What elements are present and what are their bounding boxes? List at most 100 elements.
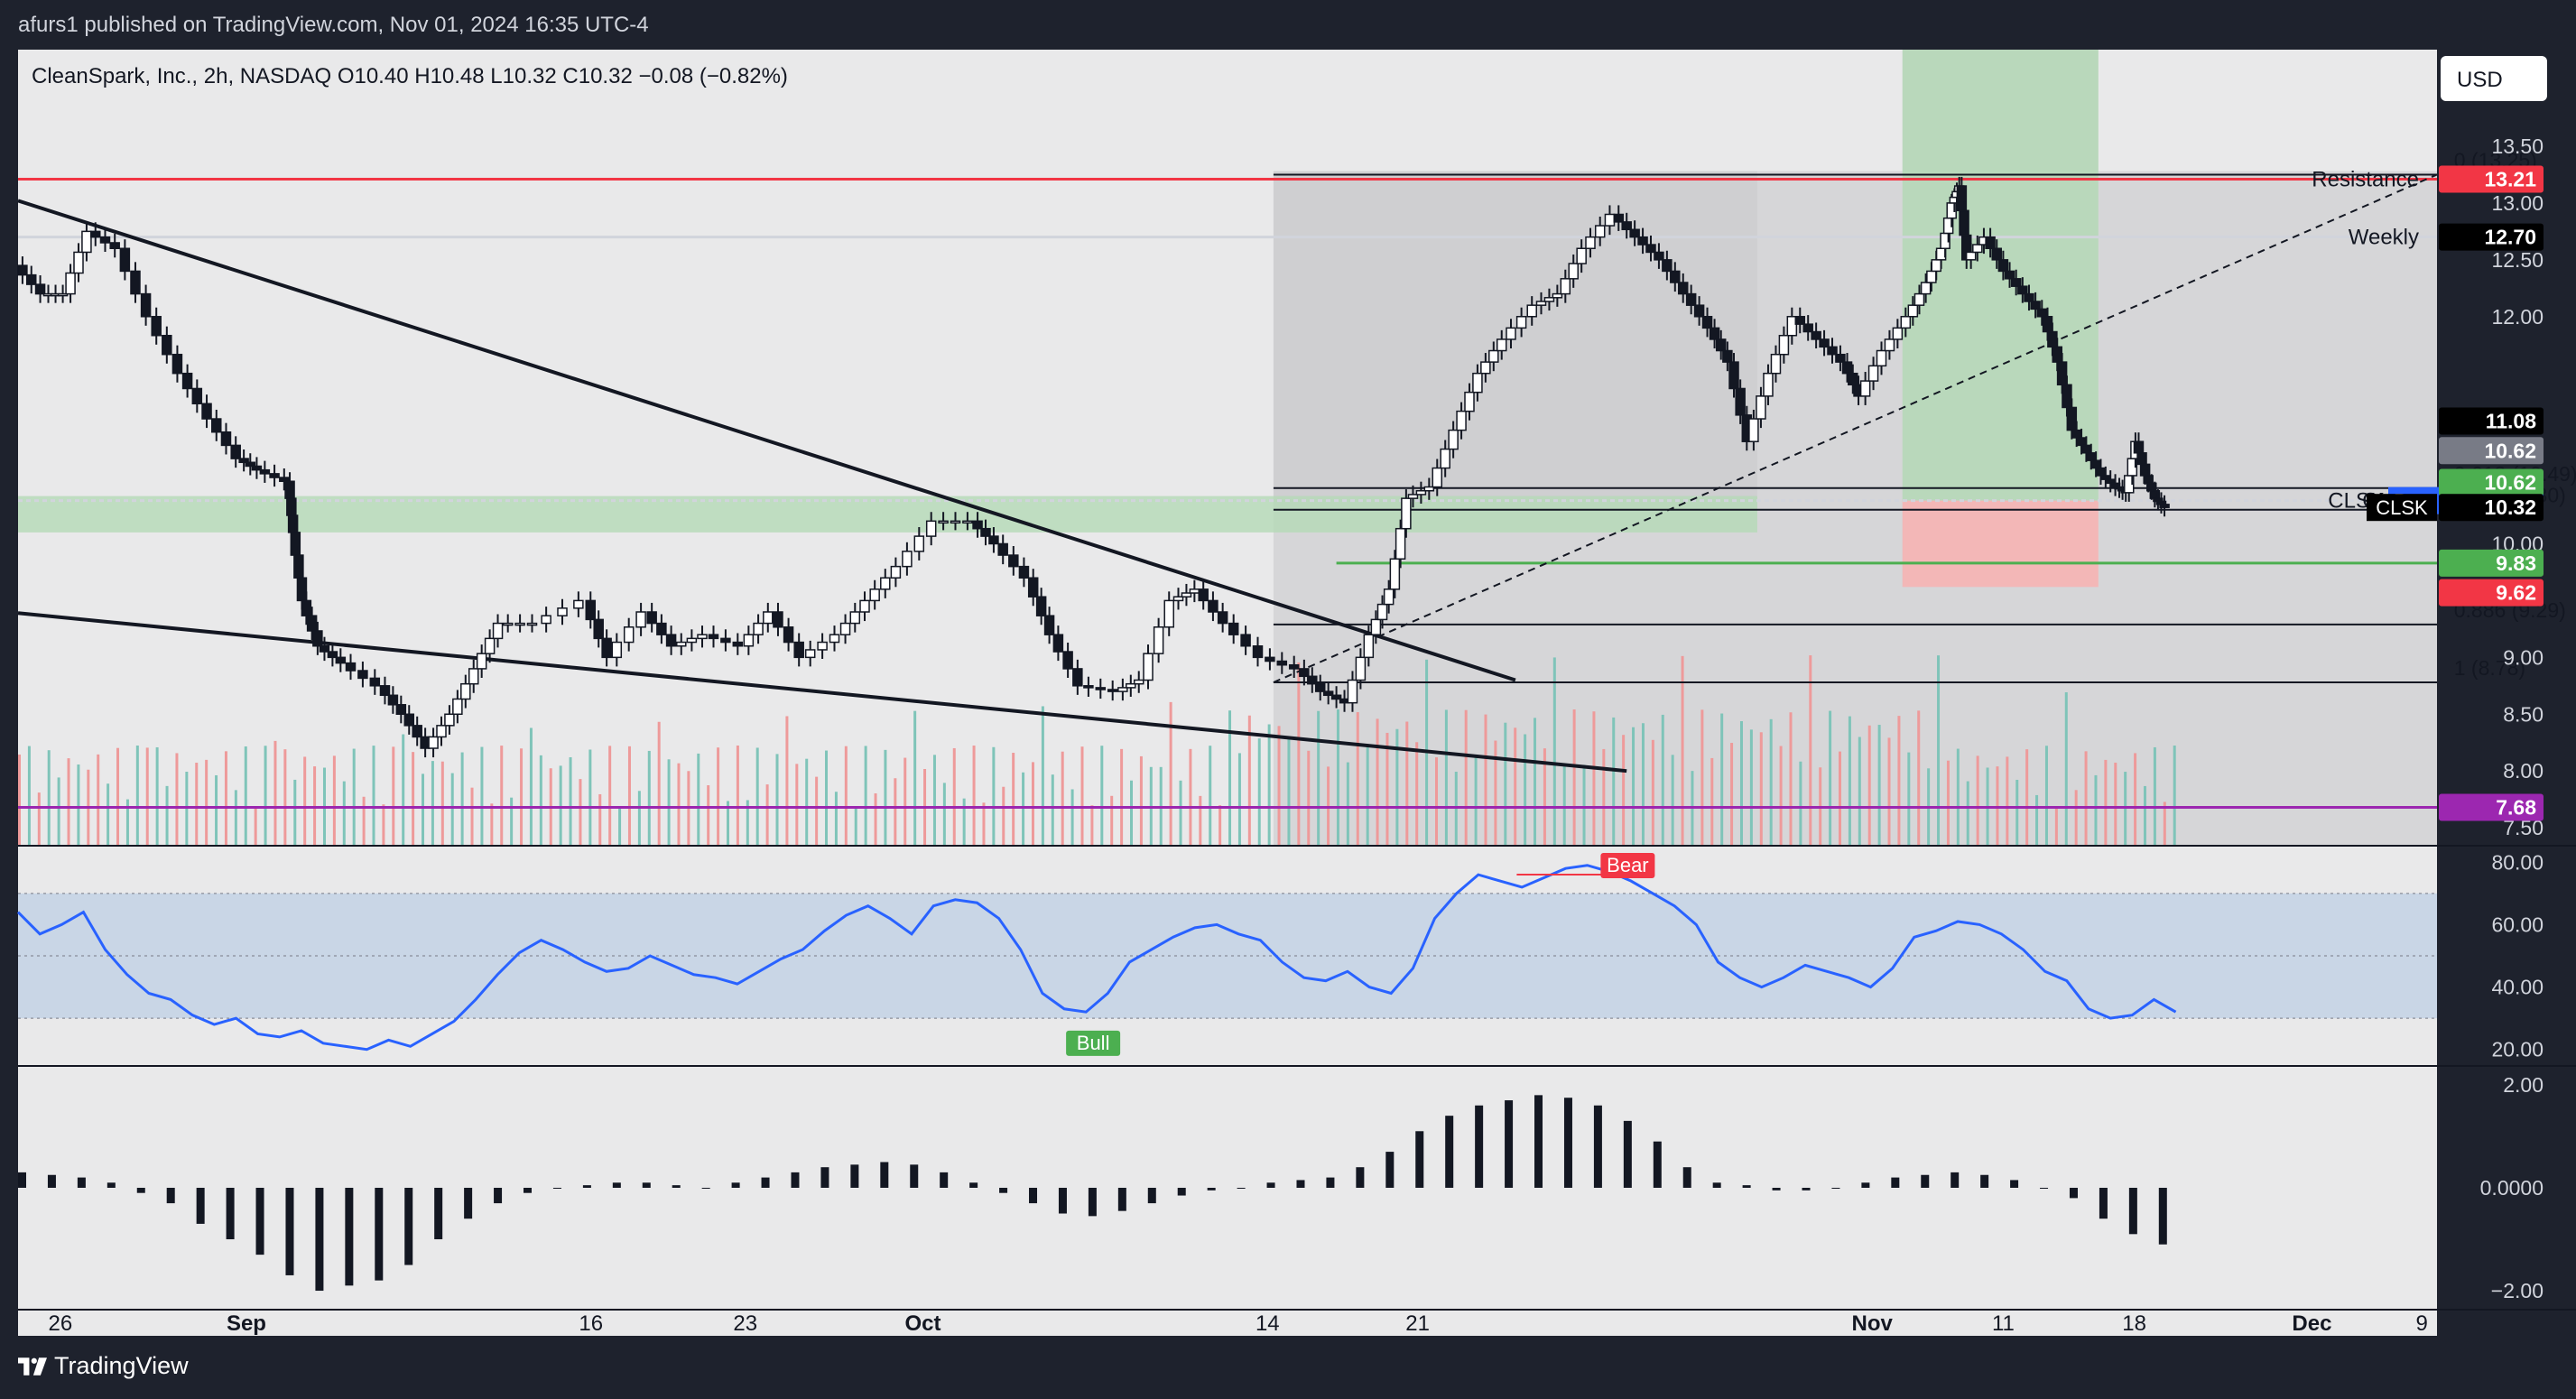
volume-bar — [529, 727, 533, 845]
divergence-badge-bg — [1600, 853, 1655, 879]
volume-bar — [303, 756, 307, 845]
volume-bar — [57, 777, 60, 845]
candle — [1931, 259, 1941, 273]
volume-bar — [854, 808, 857, 845]
volume-bar — [559, 765, 562, 845]
candle — [1189, 588, 1200, 594]
macd-bar — [940, 1172, 949, 1188]
volume-bar — [293, 779, 297, 845]
candle — [2052, 346, 2062, 363]
candle — [1252, 645, 1264, 659]
candle — [1095, 687, 1107, 690]
volume-bar — [37, 792, 41, 845]
volume-bar — [972, 746, 976, 845]
volume-bar — [1829, 710, 1832, 845]
volume-bar — [1867, 725, 1871, 845]
projection-line — [1273, 173, 2438, 683]
time-tick: Nov — [1852, 1311, 1894, 1336]
volume-bar — [1139, 755, 1143, 845]
candle — [319, 645, 330, 653]
volume-bar — [2163, 801, 2166, 845]
volume-bar — [510, 797, 514, 845]
macd-bar — [285, 1188, 294, 1275]
candle — [492, 622, 504, 640]
candle — [817, 641, 828, 651]
volume-bar — [1287, 736, 1291, 845]
candle — [34, 283, 46, 295]
volume-bar — [1149, 766, 1153, 845]
volume-bar — [2153, 746, 2156, 845]
candle — [1217, 611, 1228, 625]
volume-bar — [647, 750, 651, 845]
candle — [1670, 270, 1681, 283]
candle — [526, 622, 538, 626]
candle — [541, 615, 551, 625]
candle — [1299, 668, 1310, 678]
macd-bar — [1682, 1167, 1691, 1188]
tradingview-brand[interactable]: TradingView — [18, 1352, 189, 1380]
volume-bar — [844, 746, 848, 845]
volume-bar — [785, 716, 789, 845]
candle — [2095, 467, 2107, 477]
volume-bar — [588, 749, 592, 845]
volume-bar — [1671, 755, 1674, 845]
volume-bar — [894, 778, 897, 845]
price-tick: 8.50 — [2503, 702, 2544, 726]
volume-bar — [1651, 739, 1654, 845]
candle — [1900, 316, 1912, 329]
macd-bar — [166, 1188, 175, 1204]
candle — [1355, 656, 1367, 681]
time-tick: 23 — [733, 1311, 757, 1336]
candle — [171, 353, 183, 375]
candle — [1035, 596, 1047, 616]
time-tick: Oct — [905, 1311, 941, 1336]
candle — [1027, 577, 1039, 598]
candle — [1276, 660, 1288, 666]
candle — [284, 480, 295, 499]
candle — [1576, 247, 1587, 264]
volume-bar — [1277, 726, 1281, 845]
candle — [379, 685, 391, 697]
volume-bar — [864, 746, 867, 845]
volume-bar — [1228, 710, 1232, 845]
macd-bar — [2158, 1188, 2167, 1245]
volume-bar — [2025, 749, 2029, 845]
candle — [57, 292, 69, 297]
volume-bar — [795, 764, 799, 845]
candle — [90, 230, 101, 238]
volume-bar — [1730, 743, 1734, 845]
volume-bar — [637, 791, 641, 845]
currency-button: USD — [2457, 68, 2503, 92]
candle — [972, 520, 983, 530]
volume-bar — [1012, 753, 1015, 845]
volume-bar — [1090, 805, 1094, 845]
candle — [2159, 504, 2170, 508]
volume-bar — [1317, 710, 1320, 845]
volume-bar — [775, 754, 779, 845]
candle — [1043, 615, 1055, 635]
candle — [1662, 259, 1673, 273]
time-axis-bg — [18, 1311, 2437, 1336]
candle — [436, 725, 447, 738]
candle — [1198, 588, 1209, 602]
price-tick: 12.50 — [2491, 248, 2544, 272]
candle — [2066, 406, 2078, 431]
candle — [1432, 467, 1443, 488]
price-label: 10.62 — [2484, 471, 2536, 495]
candle — [1594, 225, 1606, 238]
candle — [753, 622, 764, 635]
candle — [1985, 236, 1996, 249]
volume-bar — [1897, 716, 1901, 845]
volume-bar — [1297, 662, 1301, 845]
rsi-tick: 80.00 — [2491, 850, 2544, 874]
candle — [1965, 251, 1977, 261]
candle — [697, 634, 708, 640]
volume-bar — [913, 710, 917, 845]
candle — [211, 418, 222, 433]
volume-bar — [1562, 764, 1566, 845]
macd-bar — [1712, 1182, 1721, 1188]
volume-bar — [1209, 746, 1212, 845]
candle — [1347, 679, 1358, 704]
candle — [913, 535, 925, 552]
